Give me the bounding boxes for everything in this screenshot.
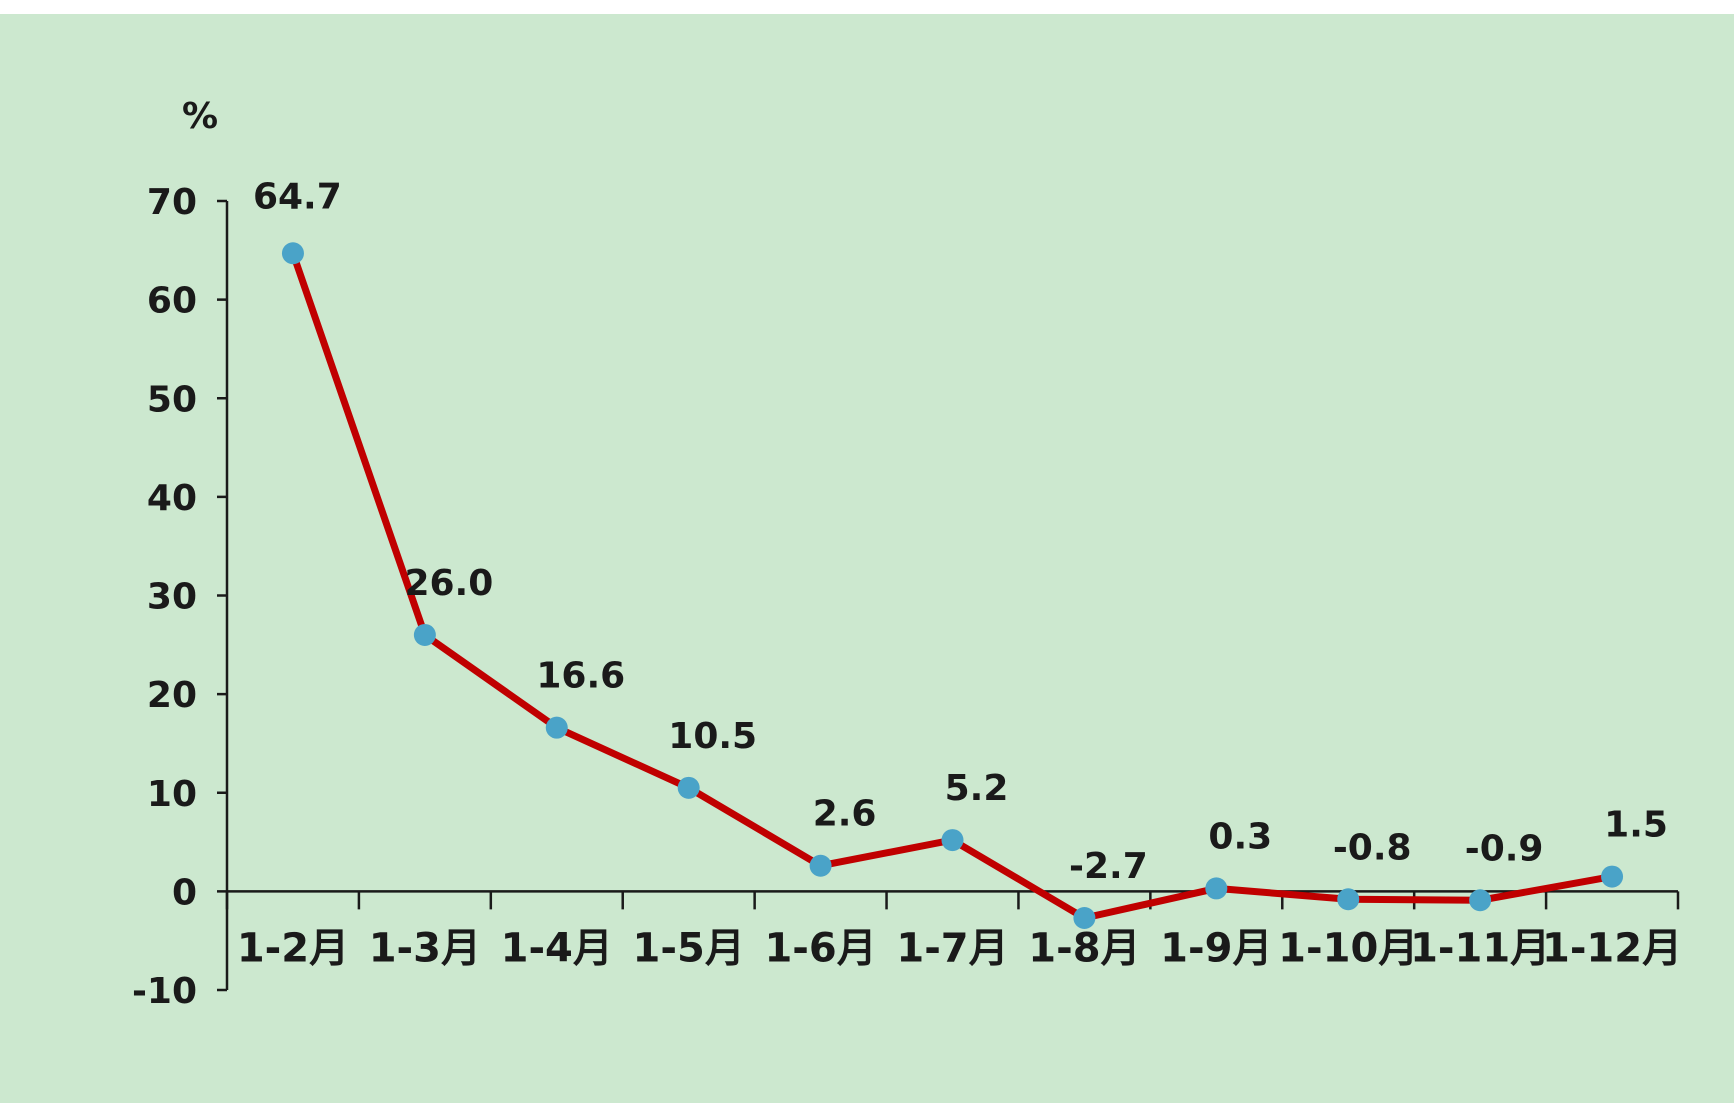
y-axis-unit: % (182, 96, 218, 137)
x-tick-label: 1-6月 (764, 925, 876, 971)
y-tick-label: 60 (147, 281, 197, 322)
data-point (1205, 877, 1228, 900)
data-label: -0.8 (1333, 827, 1412, 868)
data-label: 5.2 (945, 768, 1009, 809)
y-tick-label: 40 (147, 478, 197, 519)
data-point (677, 776, 700, 799)
data-label: 2.6 (813, 794, 877, 835)
data-label: 1.5 (1604, 805, 1668, 846)
data-point (545, 716, 568, 739)
y-tick-label: 10 (147, 774, 197, 815)
data-labels: 64.7 26.0 16.6 10.5 2.6 5.2 -2.7 0.3 -0.8 -0.9 1.5 (253, 176, 1668, 887)
x-axis-ticks: 1-2月 1-3月 1-4月 1-5月 1-6月 1-7月 1-8月 1-9月 1-10月1-1… (225, 891, 1682, 971)
data-label: 10.5 (668, 716, 757, 757)
y-tick-label: 20 (147, 675, 197, 716)
x-tick-label: 1-7月 (896, 925, 1008, 971)
data-point (413, 623, 436, 646)
y-tick-label: 50 (147, 379, 197, 420)
y-tick-label: -10 (132, 971, 197, 1012)
y-axis-ticks: -10 0 10 20 30 40 50 60 70 (132, 182, 227, 1012)
series-group (281, 242, 1624, 930)
y-tick-label: 0 (172, 872, 197, 913)
x-tick-label: 1-3月 (369, 925, 481, 971)
x-tick-label: 1-8月 (1028, 925, 1140, 971)
x-tick-label: 1-5月 (633, 925, 745, 971)
data-point (1601, 865, 1624, 888)
y-tick-label: 70 (147, 182, 197, 223)
x-tick-label: 1-2月 (237, 925, 349, 971)
data-point (809, 854, 832, 877)
x-tick-label: 1-4月 (501, 925, 613, 971)
data-label: 64.7 (253, 176, 342, 217)
data-label: 26.0 (404, 563, 493, 604)
data-point (1073, 907, 1096, 930)
data-label: 0.3 (1208, 816, 1272, 857)
data-point (281, 242, 304, 265)
x-tick-label: 1-9月 (1160, 925, 1272, 971)
data-label: 16.6 (536, 656, 625, 697)
data-point (1337, 888, 1360, 911)
x-tick-label: 1-10月 (1278, 925, 1418, 971)
data-label: -0.9 (1465, 828, 1544, 869)
y-tick-label: 30 (147, 577, 197, 618)
x-tick-label: 1-11月 (1410, 925, 1550, 971)
data-point (941, 829, 964, 852)
x-tick-label: 1-12月 (1542, 925, 1682, 971)
data-point (1469, 889, 1492, 912)
chart-background (0, 14, 1734, 1103)
data-label: -2.7 (1069, 846, 1148, 887)
